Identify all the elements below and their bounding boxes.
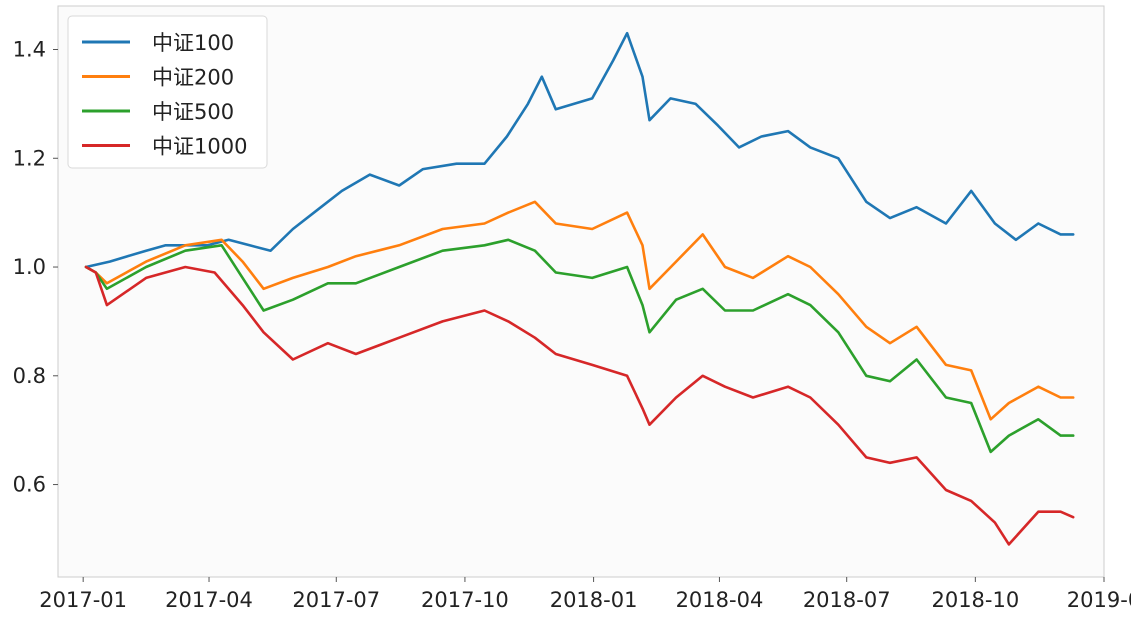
y-tick-label: 1.0 [13,255,46,279]
x-tick-label: 2017-04 [165,588,253,612]
x-tick-label: 2018-07 [803,588,891,612]
y-tick-label: 1.4 [13,38,46,62]
legend-label: 中证500 [152,100,234,124]
legend: 中证100 中证200 中证500 中证1000 [67,15,268,169]
y-tick-label: 1.2 [13,146,46,170]
series-lines [84,31,1075,546]
series-line-2 [84,200,1075,421]
x-tick-label: 2018-01 [550,588,638,612]
series-line-3 [84,238,1075,454]
legend-box [67,15,268,169]
x-tick-label: 2018-10 [931,588,1019,612]
y-tick-label: 0.8 [13,364,46,388]
legend-label: 中证100 [152,31,234,55]
x-tick-label: 2017-01 [39,588,127,612]
x-axis: 2017-01 2017-04 2017-07 2017-10 2018-01 2018-… [39,577,1131,612]
y-tick-label: 0.6 [13,473,46,497]
y-axis: 0.6 0.8 1.0 1.2 1.4 [13,38,58,497]
legend-label: 中证200 [152,66,234,90]
x-tick-label: 2019-0 [1067,588,1131,612]
x-tick-label: 2017-10 [421,588,509,612]
legend-label: 中证1000 [152,135,247,159]
series-line-1 [84,31,1075,269]
x-tick-label: 2018-04 [676,588,764,612]
series-line-4 [84,265,1075,546]
x-tick-label: 2017-07 [292,588,380,612]
